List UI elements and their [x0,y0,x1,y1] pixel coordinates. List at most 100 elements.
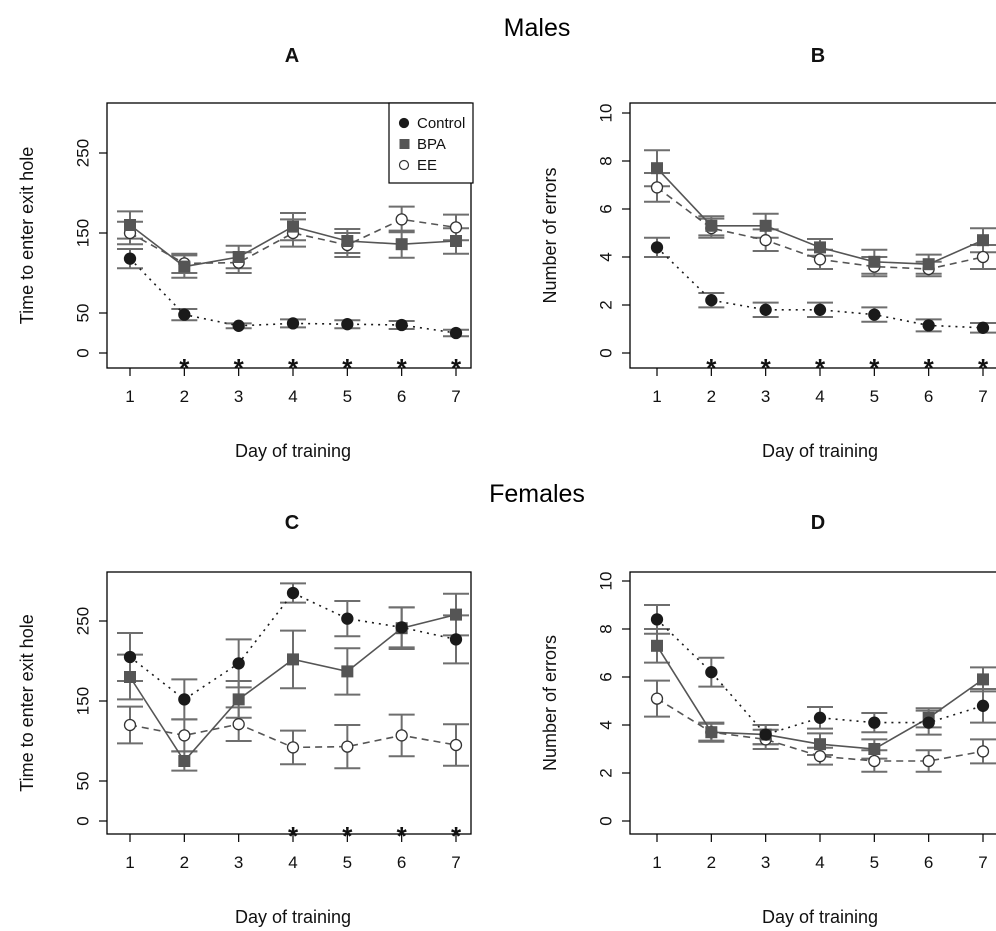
data-point-ee [449,221,463,234]
x-tick-label: 6 [924,387,933,406]
y-tick-label: 8 [597,156,616,165]
data-point-control [341,612,354,625]
x-tick-label: 3 [761,387,770,406]
x-tick-label: 7 [451,853,460,872]
data-point-control [449,326,463,340]
x-tick-label: 3 [234,853,243,872]
y-tick-label: 4 [597,720,616,729]
data-point-ee [395,729,408,742]
data-point-control [178,693,191,706]
data-point-bpa [977,673,989,686]
x-tick-label: 3 [234,387,243,406]
data-point-control [232,657,245,670]
data-point-control [395,621,408,634]
data-point-ee [449,738,463,752]
data-point-control [976,699,990,712]
data-point-control [123,650,137,664]
data-point-bpa [922,258,935,271]
panel-label-a: A [285,45,299,67]
y-tick-label: 150 [74,687,93,715]
data-point-control [813,303,827,316]
data-point-control [922,319,935,332]
y-tick-label: 2 [597,768,616,777]
data-point-control [650,241,664,254]
data-point-control [759,728,772,741]
plot-frame [629,102,996,369]
data-point-ee [813,750,827,763]
y-tick-label: 6 [597,672,616,681]
data-point-control [232,319,245,332]
significance-star: * [397,821,408,851]
panel-c: C 1 2 3 4 5 6 7 Day of training 0 50 150 250 Time to … [17,512,472,927]
data-point-ee [759,234,772,247]
y-tick-label: 2 [597,300,616,309]
row-title-males: Males [504,14,571,42]
legend-marker-bpa [399,139,410,149]
x-axis-label: Day of training [235,907,351,927]
data-point-bpa [705,219,718,232]
significance-star: * [288,821,299,851]
data-point-bpa [124,671,136,683]
x-tick-label: 4 [288,387,297,406]
data-point-bpa [232,251,245,263]
x-tick-label: 5 [870,853,879,872]
data-point-ee [650,181,664,194]
data-point-control [976,321,990,334]
data-point-control [395,318,408,332]
y-tick-label: 250 [74,139,93,167]
data-point-control [286,586,300,600]
data-point-control [868,308,881,321]
data-point-bpa [178,260,191,273]
y-tick-label: 50 [74,304,93,323]
y-tick-label: 8 [597,624,616,633]
row-title-females: Females [489,480,585,508]
plot-frame [106,571,472,835]
data-point-bpa [868,255,881,268]
legend: Control BPA EE [388,102,474,184]
y-tick-label: 0 [597,816,616,825]
y-tick-label: 50 [74,772,93,791]
data-point-bpa [759,219,772,232]
data-point-bpa [705,726,718,739]
data-point-control [705,666,718,679]
x-tick-label: 6 [397,853,406,872]
x-tick-label: 1 [652,853,661,872]
x-tick-label: 6 [397,387,406,406]
data-point-ee [922,754,935,768]
legend-marker-ee [398,159,410,171]
data-point-bpa [341,665,354,678]
y-tick-label: 10 [597,572,616,591]
significance-star: * [288,353,299,383]
data-point-ee [650,692,664,705]
data-point-bpa [287,220,299,233]
y-axis-label: Time to enter exit hole [17,147,37,324]
panel-b: B 1 2 3 4 5 6 7 Day of training 0 2 4 6 8 10 Number of … [540,45,996,461]
significance-star: * [978,353,989,383]
data-point-ee [813,253,827,266]
data-point-bpa [178,755,191,767]
data-point-control [178,308,191,321]
data-point-control [922,716,935,729]
panel-a: A 1 2 3 4 5 6 7 Day of training 0 50 150 250 Time to … [17,45,474,461]
y-tick-label: 0 [74,348,93,357]
data-point-bpa [814,738,826,751]
x-tick-label: 7 [451,387,460,406]
legend-label-control: Control [417,115,465,132]
x-tick-label: 2 [180,387,189,406]
data-point-bpa [814,241,826,254]
plot-frame [629,571,996,835]
x-axis-label: Day of training [235,441,351,461]
x-tick-label: 1 [125,853,134,872]
significance-star: * [397,353,408,383]
x-tick-label: 5 [343,853,352,872]
x-axis-label: Day of training [762,907,878,927]
panel-d: D 1 2 3 4 5 6 7 Day of training 0 2 4 6 8 10 Number of … [540,512,996,927]
panel-label-b: B [811,45,825,67]
significance-star: * [761,353,772,383]
x-tick-label: 1 [125,387,134,406]
data-point-bpa [977,234,989,247]
x-tick-label: 2 [180,853,189,872]
data-point-control [868,716,881,729]
data-point-control [341,318,354,331]
